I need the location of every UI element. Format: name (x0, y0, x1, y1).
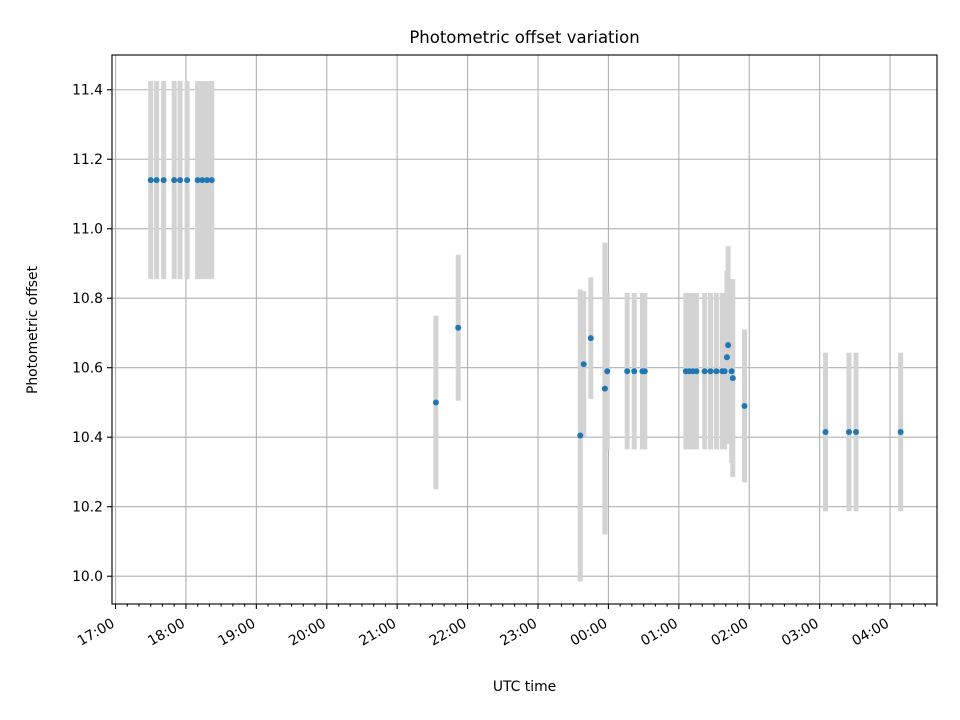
data-point (723, 354, 730, 361)
y-tick-label: 10.0 (72, 569, 103, 585)
data-point (707, 368, 714, 375)
y-tick-label: 10.2 (72, 500, 103, 516)
plot-frame (111, 54, 938, 605)
data-point (177, 177, 184, 184)
data-point (631, 368, 638, 375)
data-point (729, 375, 736, 382)
grid (112, 55, 937, 604)
data-point (194, 177, 201, 184)
data-point (701, 368, 708, 375)
data-point (204, 177, 211, 184)
y-tick-label: 11.4 (72, 83, 103, 99)
chart-title: Photometric offset variation (409, 28, 639, 47)
data-point (580, 361, 587, 368)
data-point (853, 429, 860, 436)
data-point (741, 402, 748, 409)
y-axis-label: Photometric offset (25, 265, 41, 394)
data-point (725, 342, 732, 349)
data-point (897, 429, 904, 436)
y-tick-label: 11.2 (72, 152, 103, 168)
y-tick-label: 10.4 (72, 430, 103, 446)
data-point (624, 368, 631, 375)
y-tick-label: 10.6 (72, 361, 103, 377)
data-points (147, 177, 904, 439)
data-point (577, 432, 584, 439)
data-point (845, 429, 852, 436)
data-point (171, 177, 178, 184)
data-point (721, 368, 728, 375)
data-point (604, 368, 611, 375)
x-axis-label: UTC time (493, 679, 556, 695)
data-point (160, 177, 167, 184)
data-point (641, 368, 648, 375)
y-tick-label: 11.0 (72, 222, 103, 238)
data-point (587, 335, 594, 342)
data-point (199, 177, 206, 184)
data-point (432, 399, 439, 406)
data-point (455, 324, 462, 331)
data-point (147, 177, 154, 184)
y-tick-label: 10.8 (72, 291, 103, 307)
data-point (601, 385, 608, 392)
data-point (153, 177, 160, 184)
data-point (822, 429, 829, 436)
data-point (713, 368, 720, 375)
data-point (693, 368, 700, 375)
data-point (208, 177, 215, 184)
data-point (184, 177, 191, 184)
data-point (728, 368, 735, 375)
